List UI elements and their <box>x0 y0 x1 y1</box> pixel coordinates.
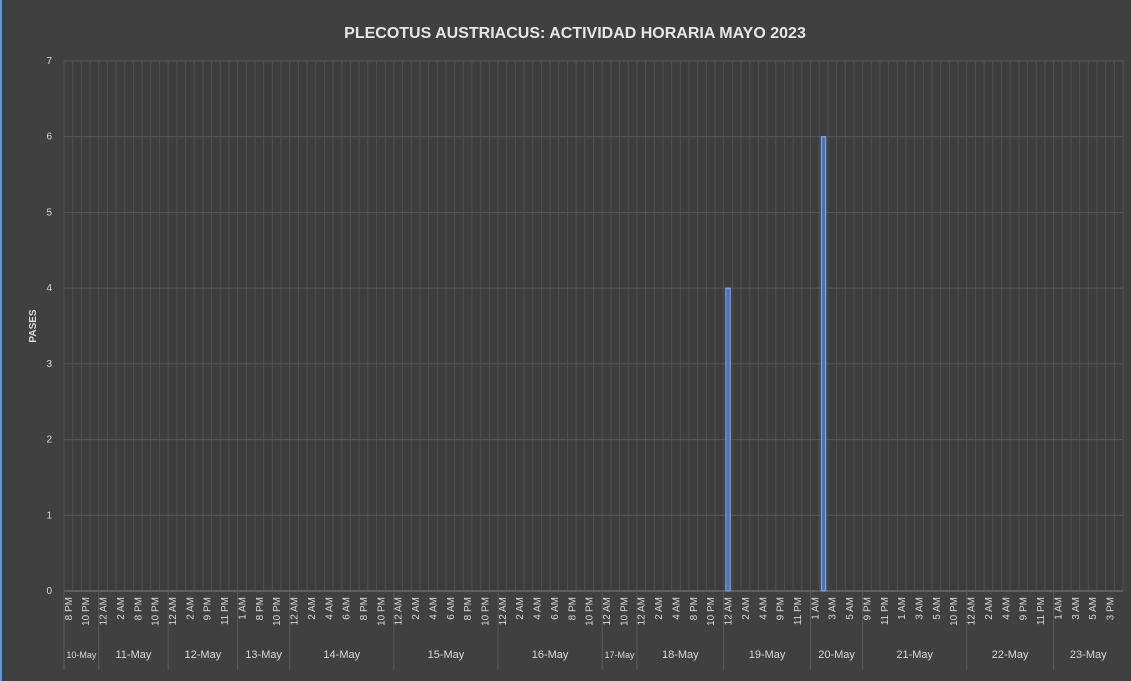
x-tick-label: 12 AM <box>498 597 509 625</box>
x-tick-label: 12 AM <box>637 597 648 625</box>
x-tick-label: 8 PM <box>463 597 474 620</box>
y-tick-label: 4 <box>46 283 52 294</box>
x-tick-label: 4 AM <box>1001 597 1012 620</box>
x-tick-label: 1 AM <box>1053 597 1064 620</box>
y-tick-label: 1 <box>46 510 52 521</box>
x-tick-label: 2 AM <box>515 597 526 620</box>
y-tick-label: 3 <box>46 359 52 370</box>
x-tick-label: 10 PM <box>585 597 596 626</box>
x-tick-label: 10 PM <box>480 597 491 626</box>
x-tick-label: 8 PM <box>133 597 144 620</box>
x-tick-label: 2 AM <box>116 597 127 620</box>
x-tick-label: 11 PM <box>880 597 891 625</box>
bar <box>820 136 827 592</box>
x-tick-label: 9 PM <box>776 597 787 620</box>
y-tick-label: 5 <box>46 207 52 218</box>
x-tick-label: 3 AM <box>915 597 926 620</box>
x-tick-label: 4 AM <box>428 597 439 620</box>
x-tick-label: 2 AM <box>411 597 422 620</box>
x-group-label: 22-May <box>992 649 1029 661</box>
x-tick-label: 2 AM <box>654 597 665 620</box>
x-tick-label: 4 AM <box>533 597 544 620</box>
x-tick-label: 12 AM <box>290 597 301 625</box>
y-tick-label: 6 <box>46 132 52 143</box>
x-group-label: 19-May <box>749 649 786 661</box>
x-tick-label: 6 AM <box>446 597 457 620</box>
x-tick-label: 3 PM <box>1105 597 1116 620</box>
y-axis-label: PASES <box>28 309 39 342</box>
x-group-label: 17-May <box>605 650 636 660</box>
x-group-label: 10-May <box>66 650 97 660</box>
chart-title: PLECOTUS AUSTRIACUS: ACTIVIDAD HORARIA M… <box>344 25 806 42</box>
x-tick-label: 2 AM <box>741 597 752 620</box>
x-tick-label: 10 PM <box>272 597 283 626</box>
x-tick-label: 10 PM <box>151 597 162 626</box>
x-tick-label: 2 AM <box>307 597 318 620</box>
x-tick-label: 12 AM <box>394 597 405 625</box>
x-tick-label: 10 PM <box>706 597 717 626</box>
x-tick-label: 8 PM <box>255 597 266 620</box>
x-tick-label: 2 AM <box>984 597 995 620</box>
x-tick-label: 10 PM <box>619 597 630 626</box>
x-tick-label: 5 AM <box>845 597 856 620</box>
x-tick-label: 3 AM <box>1071 597 1082 620</box>
x-group-label: 13-May <box>245 649 282 661</box>
x-group-label: 21-May <box>896 649 933 661</box>
bar <box>725 287 731 592</box>
y-tick-label: 2 <box>46 435 52 446</box>
x-tick-label: 10 PM <box>949 597 960 626</box>
x-tick-label: 8 PM <box>689 597 700 620</box>
y-tick-label: 0 <box>46 586 52 597</box>
x-tick-label: 12 AM <box>967 597 978 625</box>
x-tick-label: 3 AM <box>828 597 839 620</box>
x-tick-label: 6 AM <box>342 597 353 620</box>
x-group-label: 11-May <box>116 649 152 661</box>
x-group-label: 14-May <box>323 649 360 661</box>
x-tick-label: 12 AM <box>724 597 735 625</box>
x-tick-label: 8 PM <box>359 597 370 620</box>
x-tick-label: 6 AM <box>550 597 561 620</box>
x-tick-label: 4 AM <box>671 597 682 620</box>
x-group-label: 23-May <box>1070 649 1107 661</box>
x-tick-label: 4 AM <box>758 597 769 620</box>
x-tick-label: 9 PM <box>1019 597 1030 620</box>
x-tick-label: 1 AM <box>897 597 908 620</box>
x-tick-label: 5 AM <box>1088 597 1099 620</box>
x-tick-label: 11 PM <box>1036 597 1047 625</box>
x-tick-label: 1 AM <box>237 597 248 620</box>
x-group-label: 20-May <box>818 649 855 661</box>
y-tick-label: 7 <box>46 56 52 67</box>
x-tick-label: 8 PM <box>567 597 578 620</box>
x-tick-label: 10 PM <box>81 597 92 626</box>
x-tick-label: 1 AM <box>810 597 821 620</box>
x-tick-label: 10 PM <box>376 597 387 626</box>
x-tick-label: 5 AM <box>932 597 943 620</box>
x-tick-label: 11 PM <box>220 597 231 625</box>
x-tick-label: 8 PM <box>64 597 75 620</box>
x-tick-label: 12 AM <box>168 597 179 625</box>
x-group-label: 15-May <box>428 649 465 661</box>
x-tick-label: 12 AM <box>99 597 110 625</box>
x-group-label: 16-May <box>532 649 569 661</box>
x-tick-label: 11 PM <box>793 597 804 625</box>
x-tick-label: 9 PM <box>203 597 214 620</box>
x-group-label: 12-May <box>185 649 222 661</box>
x-tick-label: 4 AM <box>324 597 335 620</box>
x-tick-label: 2 AM <box>185 597 196 620</box>
x-group-label: 18-May <box>662 649 699 661</box>
x-tick-label: 9 PM <box>862 597 873 620</box>
x-tick-label: 12 AM <box>602 597 613 625</box>
